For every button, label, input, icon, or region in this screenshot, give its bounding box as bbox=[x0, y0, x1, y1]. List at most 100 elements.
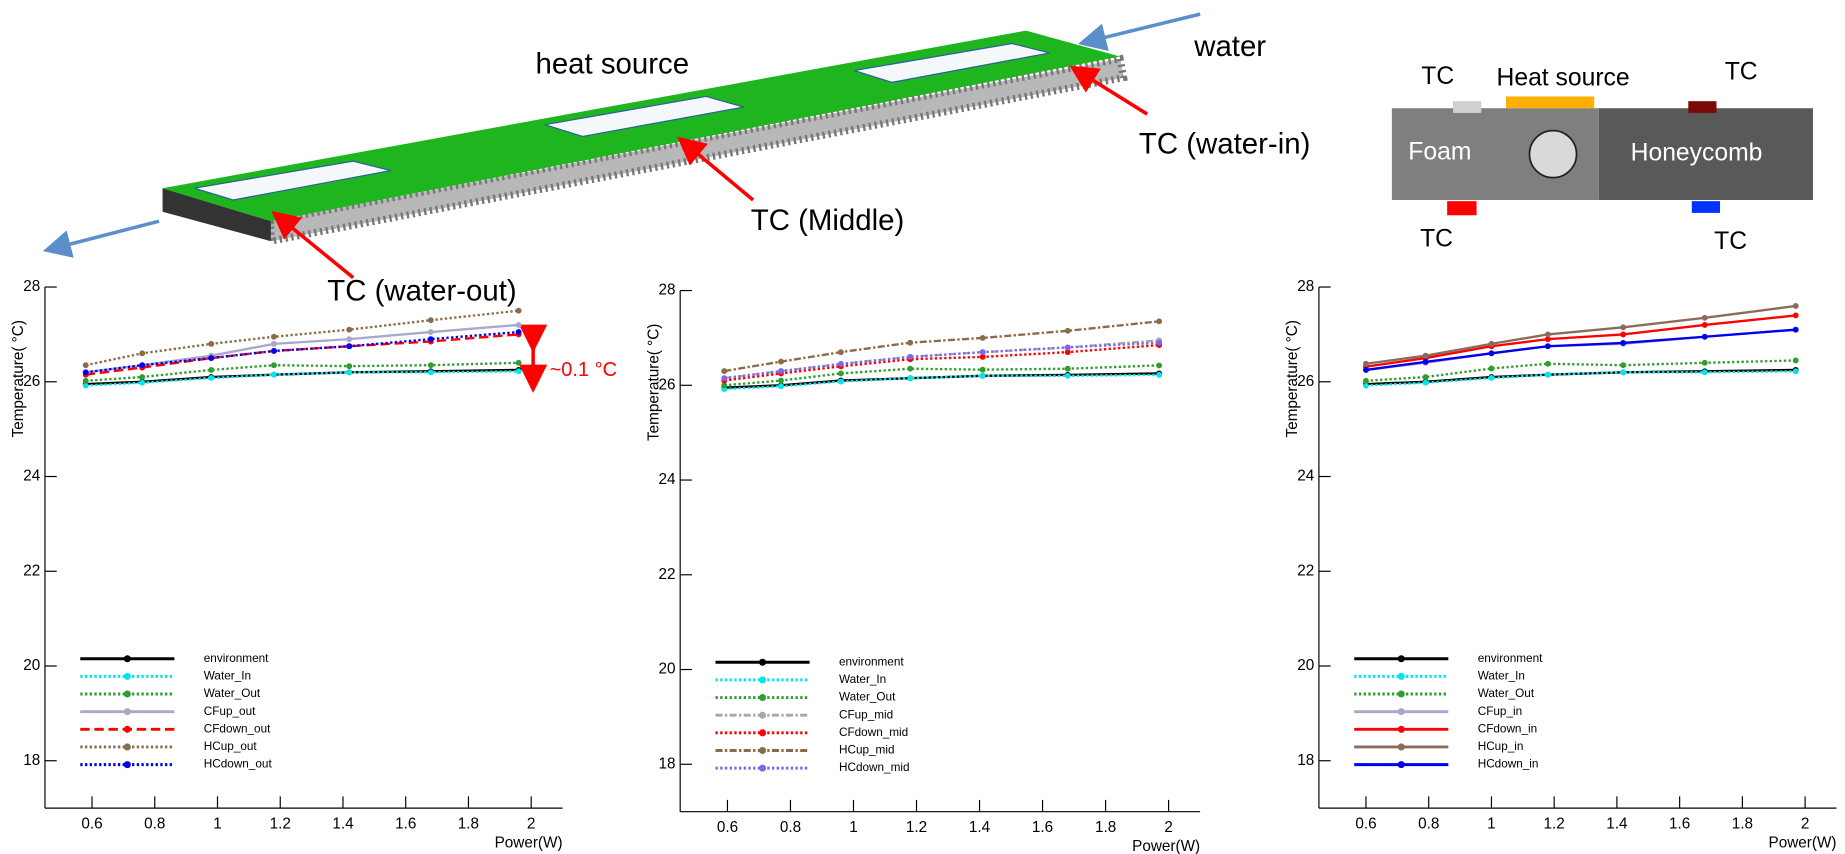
point bbox=[1792, 326, 1799, 333]
tc bbox=[1688, 101, 1717, 113]
point bbox=[1488, 340, 1495, 347]
y-tick-label: 18 bbox=[1297, 752, 1314, 769]
pipe bbox=[1528, 129, 1578, 179]
label: water bbox=[1193, 30, 1266, 63]
point bbox=[1422, 379, 1429, 386]
label: TC (Middle) bbox=[751, 204, 905, 237]
label: TC bbox=[1420, 225, 1453, 252]
point bbox=[515, 359, 522, 366]
legend-marker bbox=[123, 761, 131, 769]
point bbox=[1544, 331, 1551, 338]
point bbox=[1488, 365, 1495, 372]
point bbox=[1701, 333, 1708, 340]
series-line bbox=[1365, 314, 1796, 368]
legend-marker bbox=[758, 676, 767, 684]
point bbox=[837, 378, 844, 385]
label: TC bbox=[1421, 63, 1454, 90]
point bbox=[907, 375, 914, 382]
legend-label: HCdown_out bbox=[204, 758, 273, 771]
legend-marker bbox=[1397, 672, 1405, 680]
y-tick-label: 24 bbox=[658, 471, 675, 488]
tc bbox=[1453, 101, 1482, 113]
point bbox=[1064, 349, 1071, 356]
y-tick-label: 18 bbox=[23, 752, 40, 769]
legend-marker bbox=[123, 708, 131, 716]
legend-label: environment bbox=[204, 652, 269, 665]
legend-label: HCup_out bbox=[204, 740, 258, 753]
legend-marker bbox=[123, 655, 131, 663]
legend-marker bbox=[758, 764, 767, 772]
point bbox=[82, 377, 89, 384]
y-tick-label: 22 bbox=[1297, 562, 1314, 579]
y-tick-label: 24 bbox=[1297, 468, 1314, 485]
point bbox=[979, 372, 986, 379]
point bbox=[271, 371, 277, 378]
point bbox=[721, 375, 728, 382]
point bbox=[427, 317, 434, 324]
legend-label: CFup_in bbox=[1478, 705, 1522, 718]
point bbox=[979, 334, 986, 341]
point bbox=[208, 355, 215, 362]
point bbox=[837, 361, 844, 367]
legend-label: Water_In bbox=[1478, 669, 1525, 682]
legend-marker bbox=[1397, 690, 1405, 698]
x-axis-label: Power(W) bbox=[495, 834, 563, 851]
y-axis-label: Temperature( °C) bbox=[10, 320, 27, 437]
y-tick-label: 20 bbox=[23, 657, 40, 674]
point bbox=[979, 353, 986, 360]
x-tick-label: 0.8 bbox=[144, 816, 165, 833]
point bbox=[1156, 362, 1163, 369]
point bbox=[271, 340, 277, 347]
label: Honeycomb bbox=[1631, 140, 1763, 167]
legend-label: CFup_mid bbox=[839, 708, 893, 721]
x-tick-label: 0.6 bbox=[81, 816, 102, 833]
y-axis-label: Temperature( °C) bbox=[645, 324, 662, 441]
series-line bbox=[724, 372, 1160, 389]
water-arrow bbox=[42, 219, 160, 258]
legend-marker bbox=[123, 672, 131, 680]
y-tick-label: 26 bbox=[1297, 373, 1314, 390]
x-tick-label: 1.2 bbox=[270, 816, 291, 833]
label: TC (water-out) bbox=[327, 275, 516, 308]
heater bbox=[1505, 96, 1595, 109]
point bbox=[1620, 331, 1627, 338]
heat-source-pad bbox=[544, 95, 744, 138]
point bbox=[515, 321, 522, 328]
y-tick-label: 20 bbox=[1297, 657, 1314, 674]
point bbox=[515, 329, 522, 335]
legend-marker bbox=[758, 694, 767, 702]
point bbox=[208, 340, 215, 347]
y-tick-label: 22 bbox=[658, 566, 675, 583]
legend-label: CFup_out bbox=[204, 705, 256, 718]
point bbox=[515, 368, 522, 375]
legend-label: Water_In bbox=[839, 673, 886, 686]
x-tick-label: 1.6 bbox=[1669, 816, 1690, 833]
point bbox=[1363, 382, 1369, 389]
legend-label: Water_Out bbox=[1478, 687, 1535, 700]
legend-label: HCup_mid bbox=[839, 744, 895, 757]
x-tick-label: 1.8 bbox=[458, 816, 479, 833]
y-tick-label: 20 bbox=[658, 661, 675, 678]
legend-marker bbox=[758, 746, 767, 755]
y-tick-label: 28 bbox=[1297, 278, 1314, 295]
y-axis-label: Temperature( °C) bbox=[1284, 320, 1301, 437]
legend-label: HCup_in bbox=[1478, 740, 1524, 753]
point bbox=[346, 363, 353, 370]
point bbox=[271, 333, 277, 340]
x-axis-label: Power(W) bbox=[1132, 838, 1200, 854]
point bbox=[837, 349, 844, 356]
legend-marker bbox=[1397, 761, 1405, 769]
x-tick-label: 2 bbox=[1801, 816, 1809, 833]
legend-marker bbox=[123, 743, 131, 751]
tc bbox=[1447, 201, 1477, 216]
legend-marker bbox=[758, 711, 767, 719]
point bbox=[139, 374, 146, 380]
point bbox=[346, 336, 353, 343]
point bbox=[1156, 318, 1163, 325]
series-line bbox=[1365, 368, 1796, 386]
label: TC bbox=[1725, 58, 1758, 85]
legend-marker bbox=[1397, 725, 1405, 733]
point bbox=[1792, 312, 1799, 319]
label: TC (water-in) bbox=[1139, 128, 1310, 161]
legend-marker bbox=[758, 658, 767, 666]
